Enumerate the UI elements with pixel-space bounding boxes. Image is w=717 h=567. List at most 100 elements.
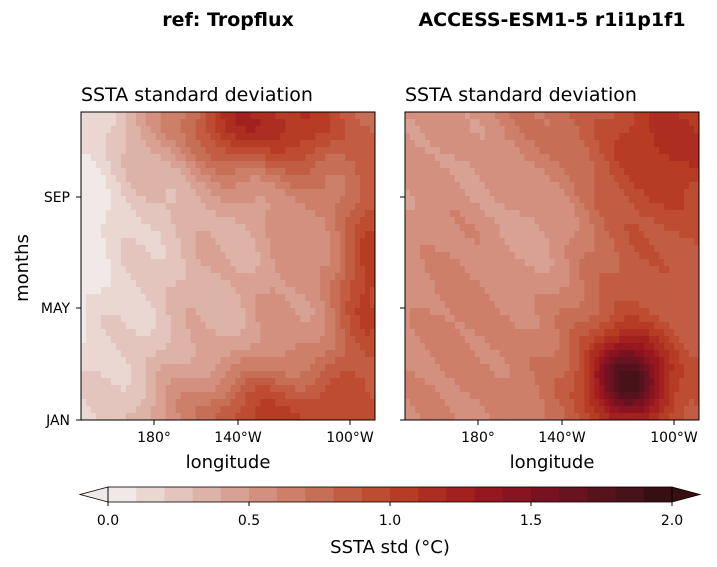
heatmap-cell (275, 238, 281, 246)
heatmap-cell (579, 322, 585, 330)
heatmap-cell (604, 133, 610, 141)
heatmap-cell (200, 175, 207, 183)
heatmap-cell (659, 203, 665, 211)
heatmap-cell (330, 217, 336, 225)
heatmap-cell (120, 189, 127, 197)
heatmap-cell (235, 238, 242, 246)
heatmap-cell (115, 140, 122, 148)
heatmap-cell (504, 273, 511, 281)
heatmap-cell (499, 364, 506, 372)
heatmap-cell (684, 343, 690, 351)
heatmap-cell (300, 133, 306, 141)
heatmap-cell (245, 322, 252, 330)
heatmap-cell (604, 154, 610, 162)
heatmap-cell (654, 252, 660, 260)
heatmap-cell (295, 154, 301, 162)
heatmap-cell (115, 301, 122, 309)
heatmap-cell (614, 175, 620, 183)
heatmap-cell (155, 175, 162, 183)
heatmap-cell (210, 140, 217, 148)
heatmap-cell (694, 385, 699, 393)
heatmap-cell (664, 357, 670, 365)
heatmap-cell (300, 168, 306, 176)
heatmap-cell (95, 252, 102, 260)
heatmap-cell (200, 140, 207, 148)
heatmap-cell (290, 217, 296, 225)
heatmap-cell (195, 217, 202, 225)
heatmap-cell (195, 315, 202, 323)
heatmap-cell (255, 371, 261, 379)
heatmap-cell (609, 217, 615, 225)
heatmap-cell (175, 343, 182, 351)
heatmap-cell (335, 196, 341, 204)
heatmap-cell (140, 189, 147, 197)
heatmap-cell (340, 336, 346, 344)
heatmap-cell (419, 266, 426, 274)
heatmap-cell (105, 210, 112, 218)
heatmap-cell (330, 364, 336, 372)
heatmap-cell (85, 238, 92, 246)
heatmap-cell (604, 322, 610, 330)
heatmap-cell (305, 385, 311, 393)
heatmap-cell (644, 336, 650, 344)
heatmap-cell (629, 210, 635, 218)
heatmap-cell (110, 154, 117, 162)
heatmap-cell (225, 357, 232, 365)
heatmap-cell (519, 343, 526, 351)
heatmap-cell (265, 161, 271, 169)
heatmap-cell (679, 350, 685, 358)
heatmap-cell (175, 315, 182, 323)
heatmap-cell (125, 175, 132, 183)
heatmap-cell (639, 245, 645, 253)
heatmap-cell (280, 203, 286, 211)
heatmap-cell (155, 392, 162, 400)
heatmap-cell (110, 406, 117, 414)
heatmap-cell (160, 147, 167, 155)
heatmap-cell (210, 273, 217, 281)
heatmap-cell (250, 413, 256, 420)
heatmap-cell (120, 371, 127, 379)
heatmap-cell (459, 196, 466, 204)
heatmap-cell (310, 371, 316, 379)
heatmap-cell (95, 287, 102, 295)
heatmap-cell (210, 280, 217, 288)
heatmap-cell (200, 217, 207, 225)
heatmap-cell (175, 252, 182, 260)
heatmap-cell (365, 224, 371, 232)
heatmap-cell (245, 161, 252, 169)
heatmap-cell (81, 392, 87, 400)
heatmap-cell (150, 364, 157, 372)
heatmap-cell (305, 378, 311, 386)
heatmap-cell (225, 378, 232, 386)
heatmap-cell (424, 245, 431, 253)
heatmap-cell (335, 371, 341, 379)
heatmap-cell (110, 315, 117, 323)
heatmap-cell (300, 378, 306, 386)
heatmap-cell (434, 245, 441, 253)
heatmap-cell (609, 140, 615, 148)
heatmap-cell (90, 280, 97, 288)
heatmap-cell (81, 168, 87, 176)
heatmap-cell (265, 140, 271, 148)
heatmap-cell (100, 392, 107, 400)
heatmap-cell (509, 252, 516, 260)
heatmap-cell (305, 301, 311, 309)
heatmap-cell (459, 140, 466, 148)
heatmap-cell (295, 259, 301, 267)
heatmap-cell (305, 343, 311, 351)
heatmap-cell (370, 315, 375, 323)
heatmap-cell (484, 210, 491, 218)
heatmap-cell (170, 273, 177, 281)
heatmap-cell (355, 126, 361, 134)
heatmap-cell (200, 399, 207, 407)
heatmap-cell (459, 301, 466, 309)
heatmap-cell (454, 371, 461, 379)
heatmap-cell (669, 133, 675, 141)
heatmap-cell (569, 182, 576, 190)
heatmap-cell (280, 175, 286, 183)
heatmap-cell (549, 357, 556, 365)
heatmap-cell (569, 336, 576, 344)
heatmap-cell (325, 112, 331, 120)
heatmap-cell (474, 210, 481, 218)
heatmap-cell (449, 357, 456, 365)
